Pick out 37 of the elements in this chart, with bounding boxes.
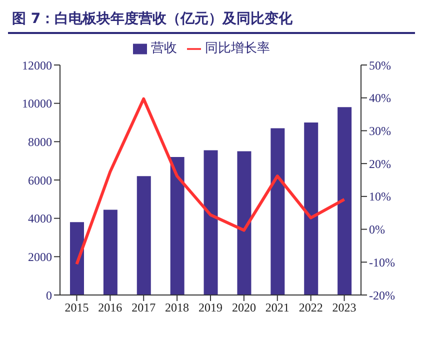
- x-tick-label: 2019: [198, 300, 222, 315]
- x-tick-label: 2016: [98, 300, 122, 315]
- x-tick-label: 2023: [332, 300, 356, 315]
- x-tick-label: 2021: [265, 300, 290, 315]
- bar: [237, 151, 252, 295]
- y2-tick-label: 10%: [369, 190, 391, 204]
- y-tick-label: 2000: [28, 250, 52, 264]
- y-tick-label: 0: [46, 288, 52, 302]
- y-tick-label: 6000: [28, 173, 52, 188]
- bar: [70, 222, 84, 295]
- y2-tick-label: 20%: [369, 156, 391, 171]
- y2-tick-label: -10%: [369, 255, 395, 270]
- bar: [270, 128, 285, 295]
- bar: [103, 210, 118, 295]
- x-tick-label: 2017: [132, 300, 156, 315]
- bar: [170, 157, 184, 295]
- legend-label: 营收: [151, 40, 177, 55]
- chart-title: 图 7：白电板块年度营收（亿元）及同比变化: [8, 8, 415, 34]
- x-tick-label: 2018: [165, 300, 190, 315]
- bar: [304, 122, 318, 295]
- x-tick-label: 2015: [64, 300, 89, 315]
- x-tick-label: 2020: [232, 300, 256, 315]
- y2-tick-label: 0%: [369, 222, 385, 237]
- y2-tick-label: 30%: [369, 124, 391, 138]
- y2-tick-label: -20%: [369, 288, 395, 302]
- y-tick-label: 10000: [22, 96, 52, 111]
- bar: [204, 150, 218, 295]
- y-tick-label: 8000: [28, 134, 52, 149]
- y2-tick-label: 50%: [369, 58, 391, 72]
- bar: [338, 107, 352, 295]
- line-series: [75, 97, 346, 266]
- bar: [136, 176, 151, 295]
- y2-tick-label: 40%: [369, 91, 391, 106]
- y-tick-label: 4000: [28, 212, 52, 226]
- y-tick-label: 12000: [22, 58, 52, 72]
- legend-label: 同比增长率: [205, 40, 270, 55]
- x-tick-label: 2022: [298, 300, 323, 315]
